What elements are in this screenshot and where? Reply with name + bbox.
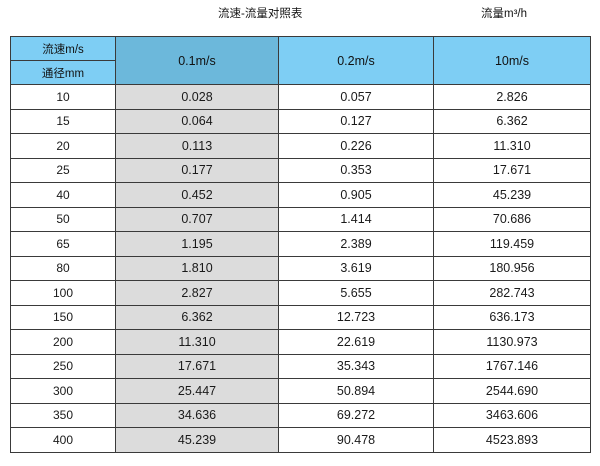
cell-flow-value: 6.362 — [115, 304, 279, 330]
table-row: 300 25.447 50.894 2544.690 — [10, 378, 591, 404]
cell-flow-value: 282.743 — [433, 280, 591, 306]
cell-flow-value: 180.956 — [433, 255, 591, 281]
cell-flow-value: 636.173 — [433, 304, 591, 330]
cell-flow-value: 2544.690 — [433, 378, 591, 404]
cell-flow-value: 90.478 — [278, 427, 434, 453]
cell-flow-value: 45.239 — [115, 427, 279, 453]
cell-flow-value: 22.619 — [278, 329, 434, 355]
cell-diameter: 400 — [10, 427, 116, 453]
table-row: 100 2.827 5.655 282.743 — [10, 280, 591, 306]
table-header-row-bottom: 通径mm — [10, 60, 591, 85]
cell-flow-value: 0.177 — [115, 157, 279, 183]
cell-diameter: 250 — [10, 353, 116, 379]
header-column-10ms: 10m/s — [433, 36, 591, 85]
cell-flow-value: 3463.606 — [433, 402, 591, 428]
flow-velocity-table-wrapper: 流速m/s 0.1m/s 0.2m/s 10m/s 通径mm 10 0.028 0.… — [10, 36, 591, 453]
cell-flow-value: 11.310 — [433, 133, 591, 159]
table-row: 250 17.671 35.343 1767.146 — [10, 353, 591, 379]
cell-flow-value: 45.239 — [433, 182, 591, 208]
table-header: 流速m/s 0.1m/s 0.2m/s 10m/s 通径mm — [10, 36, 591, 85]
cell-flow-value: 5.655 — [278, 280, 434, 306]
cell-diameter: 100 — [10, 280, 116, 306]
header-diameter-label: 通径mm — [10, 60, 116, 85]
cell-flow-value: 50.894 — [278, 378, 434, 404]
cell-flow-value: 25.447 — [115, 378, 279, 404]
cell-diameter: 350 — [10, 402, 116, 428]
cell-diameter: 10 — [10, 84, 116, 110]
cell-flow-value: 12.723 — [278, 304, 434, 330]
cell-flow-value: 0.707 — [115, 206, 279, 232]
cell-flow-value: 6.362 — [433, 108, 591, 134]
cell-flow-value: 17.671 — [433, 157, 591, 183]
table-row: 200 11.310 22.619 1130.973 — [10, 329, 591, 355]
cell-flow-value: 35.343 — [278, 353, 434, 379]
cell-diameter: 15 — [10, 108, 116, 134]
table-row: 15 0.064 0.127 6.362 — [10, 108, 591, 134]
cell-flow-value: 69.272 — [278, 402, 434, 428]
cell-flow-value: 11.310 — [115, 329, 279, 355]
cell-flow-value: 1767.146 — [433, 353, 591, 379]
table-row: 65 1.195 2.389 119.459 — [10, 231, 591, 257]
cell-flow-value: 2.389 — [278, 231, 434, 257]
flow-velocity-table: 流速m/s 0.1m/s 0.2m/s 10m/s 通径mm 10 0.028 0.… — [10, 36, 591, 453]
cell-flow-value: 34.636 — [115, 402, 279, 428]
cell-flow-value: 1.195 — [115, 231, 279, 257]
cell-diameter: 300 — [10, 378, 116, 404]
caption-strip: 流速-流量对照表 流量m³/h — [0, 0, 600, 36]
cell-flow-value: 119.459 — [433, 231, 591, 257]
flow-unit-label: 流量m³/h — [481, 8, 527, 20]
cell-flow-value: 4523.893 — [433, 427, 591, 453]
cell-flow-value: 0.113 — [115, 133, 279, 159]
table-header-row-top: 流速m/s 0.1m/s 0.2m/s 10m/s — [10, 36, 591, 85]
cell-flow-value: 2.827 — [115, 280, 279, 306]
cell-diameter: 50 — [10, 206, 116, 232]
table-row: 20 0.113 0.226 11.310 — [10, 133, 591, 159]
cell-flow-value: 1130.973 — [433, 329, 591, 355]
cell-flow-value: 0.905 — [278, 182, 434, 208]
cell-diameter: 200 — [10, 329, 116, 355]
cell-flow-value: 0.353 — [278, 157, 434, 183]
table-row: 350 34.636 69.272 3463.606 — [10, 402, 591, 428]
table-row: 10 0.028 0.057 2.826 — [10, 84, 591, 110]
cell-flow-value: 0.226 — [278, 133, 434, 159]
table-row: 80 1.810 3.619 180.956 — [10, 255, 591, 281]
cell-flow-value: 1.414 — [278, 206, 434, 232]
cell-flow-value: 0.064 — [115, 108, 279, 134]
cell-flow-value: 0.452 — [115, 182, 279, 208]
cell-diameter: 20 — [10, 133, 116, 159]
table-row: 50 0.707 1.414 70.686 — [10, 206, 591, 232]
header-column-0.1ms: 0.1m/s — [115, 36, 279, 85]
header-velocity-label: 流速m/s — [10, 36, 116, 61]
chart-title: 流速-流量对照表 — [218, 8, 303, 20]
cell-diameter: 40 — [10, 182, 116, 208]
header-column-0.2ms: 0.2m/s — [278, 36, 434, 85]
cell-diameter: 80 — [10, 255, 116, 281]
cell-flow-value: 70.686 — [433, 206, 591, 232]
cell-flow-value: 17.671 — [115, 353, 279, 379]
cell-diameter: 150 — [10, 304, 116, 330]
table-body: 10 0.028 0.057 2.826 15 0.064 0.127 6.362 20 0.11… — [10, 84, 591, 453]
cell-flow-value: 1.810 — [115, 255, 279, 281]
table-row: 150 6.362 12.723 636.173 — [10, 304, 591, 330]
table-row: 400 45.239 90.478 4523.893 — [10, 427, 591, 453]
cell-flow-value: 2.826 — [433, 84, 591, 110]
cell-diameter: 25 — [10, 157, 116, 183]
cell-diameter: 65 — [10, 231, 116, 257]
cell-flow-value: 3.619 — [278, 255, 434, 281]
table-row: 40 0.452 0.905 45.239 — [10, 182, 591, 208]
cell-flow-value: 0.057 — [278, 84, 434, 110]
table-row: 25 0.177 0.353 17.671 — [10, 157, 591, 183]
cell-flow-value: 0.028 — [115, 84, 279, 110]
cell-flow-value: 0.127 — [278, 108, 434, 134]
